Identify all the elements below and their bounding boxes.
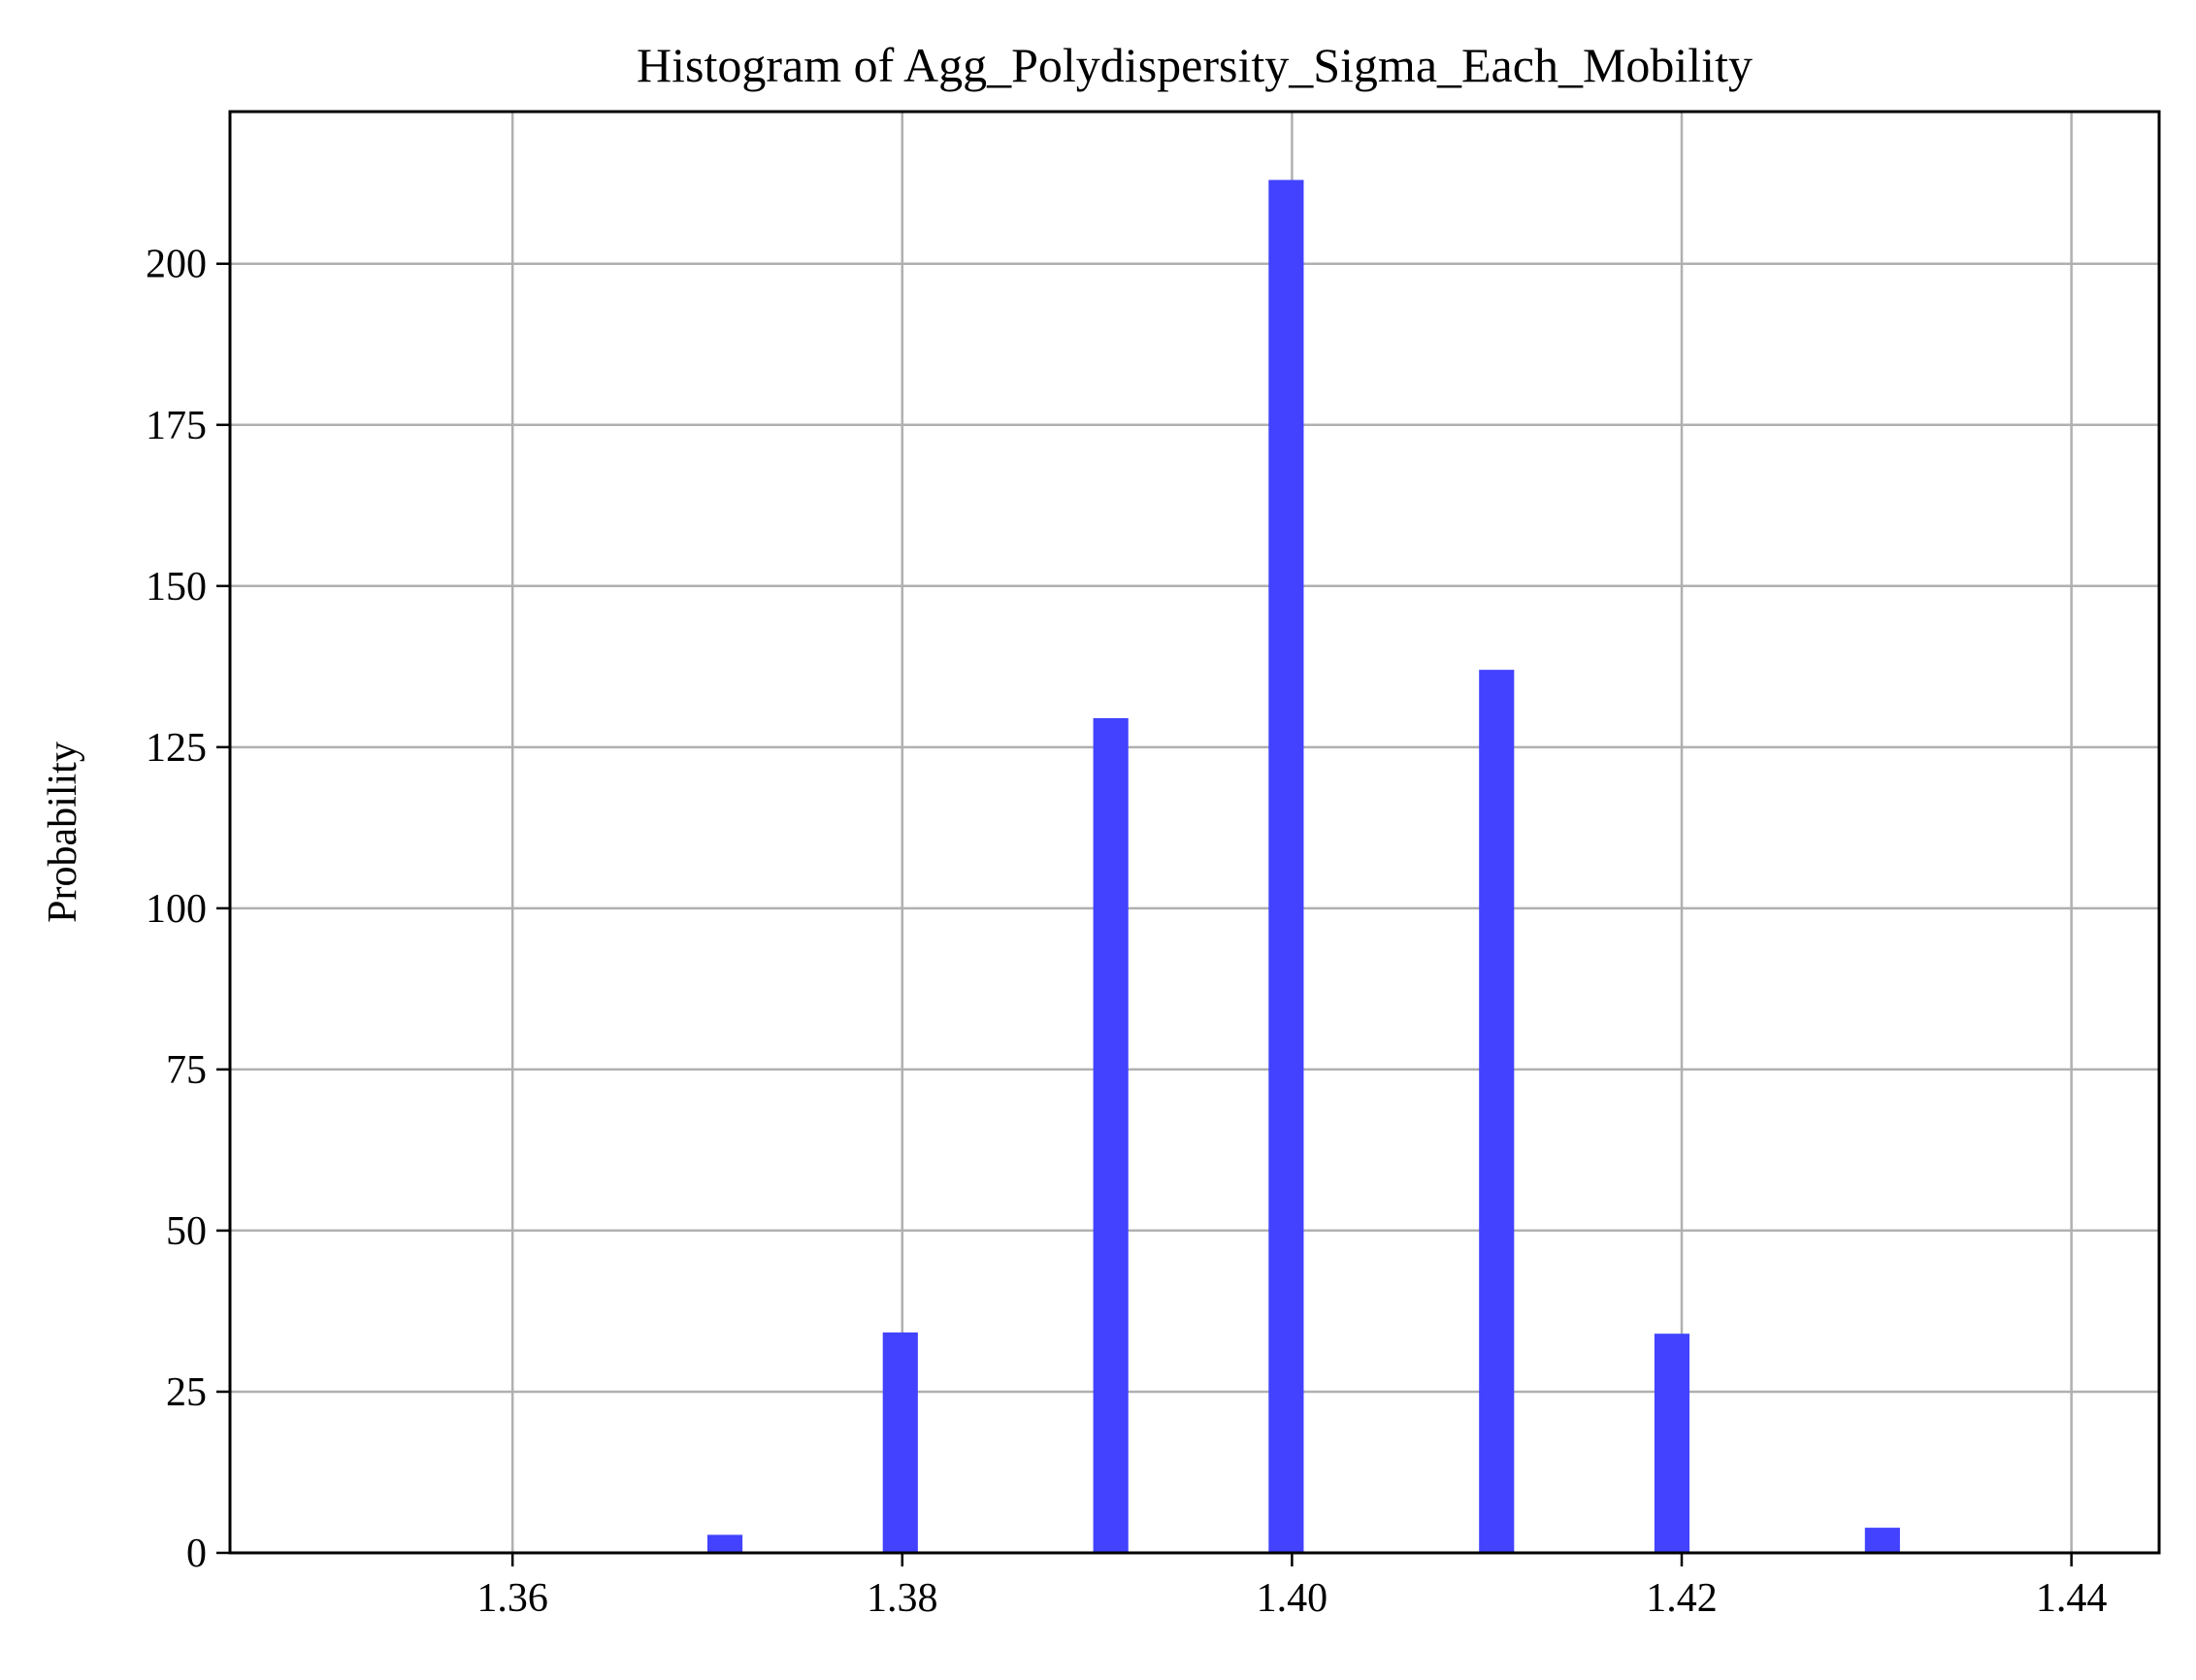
x-tick-label: 1.44 bbox=[2036, 1576, 2108, 1621]
y-tick-label: 175 bbox=[146, 404, 207, 448]
x-tick-label: 1.38 bbox=[867, 1576, 938, 1621]
histogram-bar bbox=[882, 1332, 918, 1553]
bars bbox=[706, 180, 1900, 1553]
axis-ticks: 1.36 1.38 1.40 1.42 1.44 0 25 50 75 100 125 150 175 2… bbox=[146, 243, 2107, 1621]
y-tick-label: 150 bbox=[146, 565, 207, 609]
histogram-bar bbox=[1864, 1528, 1900, 1553]
chart-title: Histogram of Agg_Polydispersity_Sigma_Ea… bbox=[637, 38, 1753, 92]
histogram-bar bbox=[706, 1534, 743, 1553]
y-tick-label: 75 bbox=[166, 1048, 207, 1093]
y-tick-label: 25 bbox=[166, 1370, 207, 1415]
x-tick-label: 1.42 bbox=[1646, 1576, 1718, 1621]
histogram-bar bbox=[1268, 180, 1304, 1553]
y-axis-label: Probability bbox=[41, 741, 85, 923]
plot-frame bbox=[228, 110, 2161, 1555]
histogram-bar bbox=[1654, 1334, 1690, 1553]
y-tick-label: 50 bbox=[166, 1209, 207, 1254]
histogram-bar bbox=[1093, 717, 1129, 1553]
y-tick-label: 0 bbox=[186, 1532, 207, 1576]
y-tick-label: 125 bbox=[146, 726, 207, 771]
x-tick-label: 1.36 bbox=[476, 1576, 548, 1621]
y-tick-label: 200 bbox=[146, 243, 207, 287]
y-tick-label: 100 bbox=[146, 887, 207, 932]
histogram-bar bbox=[1479, 670, 1515, 1553]
x-tick-label: 1.40 bbox=[1257, 1576, 1328, 1621]
